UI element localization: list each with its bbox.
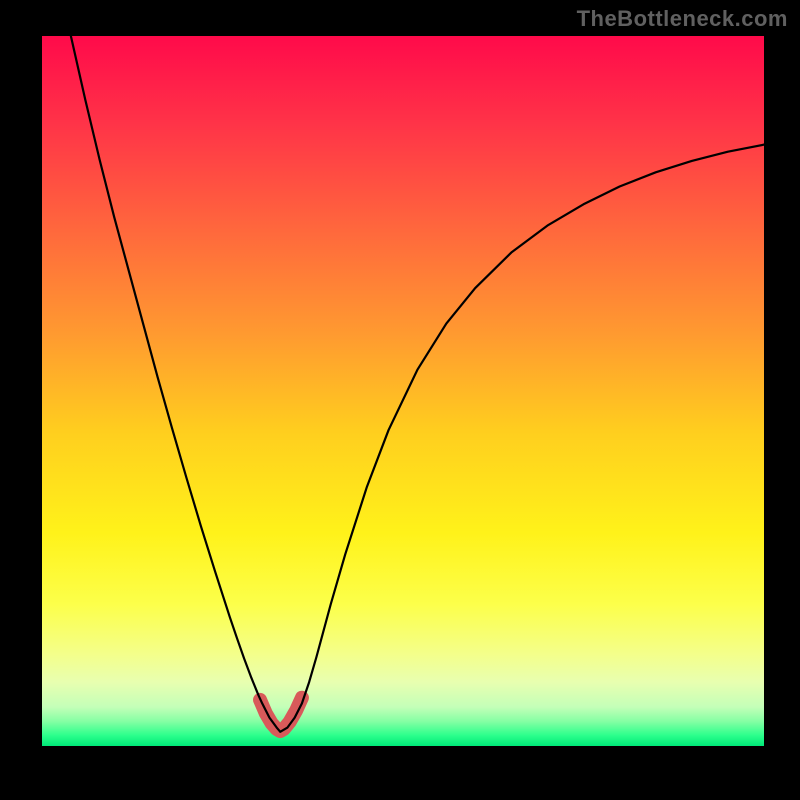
chart-background: [42, 36, 764, 746]
bottleneck-curve-chart: [42, 36, 764, 746]
plot-area: [42, 36, 764, 746]
watermark-text: TheBottleneck.com: [577, 6, 788, 32]
chart-container: TheBottleneck.com: [0, 0, 800, 800]
